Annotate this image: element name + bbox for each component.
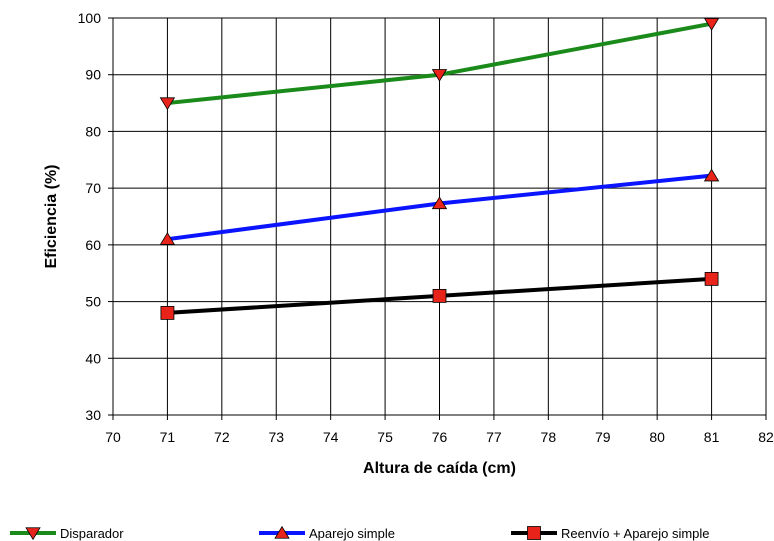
series-2 — [159, 168, 720, 245]
series-3 — [160, 271, 719, 320]
data-point — [704, 271, 719, 286]
series-1 — [159, 18, 720, 111]
legend-item: Disparador — [10, 526, 124, 541]
y-tick-label: 30 — [85, 407, 101, 423]
legend: Disparador Aparejo simple Reenvío + Aparej… — [10, 525, 710, 541]
x-tick-label: 82 — [758, 429, 774, 445]
y-tick-label: 100 — [78, 10, 102, 26]
x-tick-label: 81 — [704, 429, 720, 445]
x-tick-label: 70 — [105, 429, 121, 445]
x-tick-label: 78 — [541, 429, 557, 445]
x-tick-label: 80 — [649, 429, 665, 445]
legend-item: Aparejo simple — [259, 525, 395, 541]
legend-label: Aparejo simple — [309, 526, 395, 541]
legend-item: Reenvío + Aparejo simple — [511, 526, 710, 541]
y-tick-label: 80 — [85, 123, 101, 139]
series-layer — [159, 18, 720, 320]
y-tick-label: 40 — [85, 350, 101, 366]
y-tick-label: 90 — [85, 67, 101, 83]
data-point — [432, 288, 447, 303]
x-tick-label: 75 — [377, 429, 393, 445]
x-axis: 70 71 72 73 74 75 76 77 78 79 80 81 82 — [105, 415, 774, 445]
data-point — [431, 196, 448, 210]
legend-swatch-marker — [25, 527, 41, 541]
y-axis-title: Eficiencia (%) — [43, 164, 60, 268]
y-tick-label: 60 — [85, 237, 101, 253]
legend-label: Reenvío + Aparejo simple — [561, 526, 710, 541]
x-tick-label: 79 — [595, 429, 611, 445]
x-tick-label: 71 — [160, 429, 176, 445]
data-point — [160, 306, 175, 320]
data-point — [159, 232, 176, 245]
x-tick-label: 72 — [214, 429, 230, 445]
y-tick-label: 70 — [85, 180, 101, 196]
legend-label: Disparador — [60, 526, 124, 541]
x-tick-label: 73 — [268, 429, 284, 445]
x-tick-label: 76 — [432, 429, 448, 445]
x-tick-label: 77 — [486, 429, 502, 445]
data-point — [431, 69, 448, 82]
data-point — [159, 97, 176, 111]
y-tick-label: 50 — [85, 294, 101, 310]
x-tick-label: 74 — [323, 429, 339, 445]
legend-swatch-marker — [527, 526, 541, 540]
data-point — [703, 168, 720, 182]
x-axis-title: Altura de caída (cm) — [363, 460, 516, 477]
data-point — [703, 18, 720, 31]
legend-swatch-marker — [274, 525, 290, 539]
y-axis: 30 40 50 60 70 80 90 100 — [78, 10, 113, 423]
